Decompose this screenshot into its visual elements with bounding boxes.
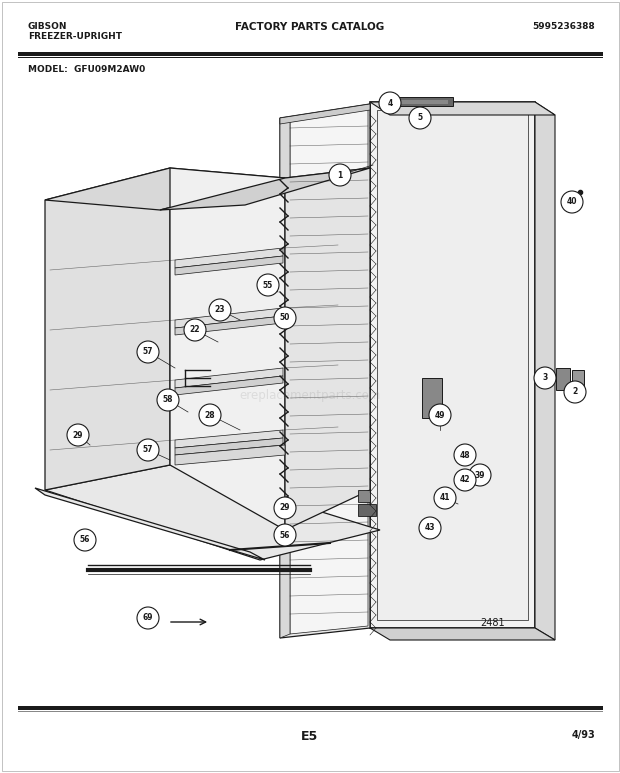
Text: 4: 4 <box>388 98 392 107</box>
Polygon shape <box>175 316 283 335</box>
Circle shape <box>157 389 179 411</box>
Circle shape <box>274 497 296 519</box>
Circle shape <box>257 274 279 296</box>
Circle shape <box>379 92 401 114</box>
Text: 23: 23 <box>215 305 225 315</box>
Polygon shape <box>290 108 368 634</box>
Circle shape <box>454 469 476 491</box>
Polygon shape <box>175 430 283 448</box>
Circle shape <box>454 444 476 466</box>
Text: 42: 42 <box>460 475 470 485</box>
Text: 2: 2 <box>572 387 578 397</box>
Text: 57: 57 <box>143 348 153 356</box>
Polygon shape <box>377 110 528 620</box>
Text: 5995236388: 5995236388 <box>532 22 595 31</box>
Text: GIBSON: GIBSON <box>28 22 68 31</box>
Circle shape <box>67 424 89 446</box>
Polygon shape <box>370 102 535 628</box>
Circle shape <box>564 381 586 403</box>
Text: 29: 29 <box>73 431 83 440</box>
Bar <box>556 368 570 390</box>
Polygon shape <box>535 102 555 640</box>
Text: 43: 43 <box>425 523 435 533</box>
Text: 56: 56 <box>280 530 290 540</box>
Text: FACTORY PARTS CATALOG: FACTORY PARTS CATALOG <box>236 22 384 32</box>
Text: 4/93: 4/93 <box>571 730 595 740</box>
Circle shape <box>137 439 159 461</box>
Circle shape <box>274 307 296 329</box>
Text: 22: 22 <box>190 325 200 335</box>
Text: 56: 56 <box>80 536 90 544</box>
Text: 39: 39 <box>475 471 485 479</box>
Bar <box>393 100 448 104</box>
Bar <box>572 370 584 388</box>
Polygon shape <box>280 104 370 638</box>
Text: 69: 69 <box>143 614 153 622</box>
Polygon shape <box>175 376 283 395</box>
Text: 41: 41 <box>440 493 450 502</box>
Circle shape <box>419 517 441 539</box>
Circle shape <box>534 367 556 389</box>
Polygon shape <box>280 104 370 124</box>
Bar <box>393 97 453 106</box>
Circle shape <box>199 404 221 426</box>
Text: E5: E5 <box>301 730 319 743</box>
Text: 2481: 2481 <box>480 618 505 628</box>
Polygon shape <box>175 438 283 455</box>
Bar <box>18 706 603 710</box>
Text: 29: 29 <box>280 503 290 512</box>
Text: FREEZER-UPRIGHT: FREEZER-UPRIGHT <box>28 32 122 41</box>
Text: 50: 50 <box>280 314 290 322</box>
Polygon shape <box>160 168 370 210</box>
Circle shape <box>409 107 431 129</box>
Circle shape <box>469 464 491 486</box>
Polygon shape <box>175 248 283 268</box>
Text: MODEL:  GFU09M2AW0: MODEL: GFU09M2AW0 <box>28 65 145 74</box>
Text: 55: 55 <box>263 281 273 290</box>
Text: 1: 1 <box>337 171 343 179</box>
Text: 28: 28 <box>205 410 215 420</box>
Polygon shape <box>175 445 285 465</box>
Circle shape <box>209 299 231 321</box>
Circle shape <box>74 529 96 551</box>
Polygon shape <box>280 118 290 638</box>
Polygon shape <box>285 168 370 530</box>
Text: 49: 49 <box>435 410 445 420</box>
Circle shape <box>329 164 351 186</box>
Polygon shape <box>45 168 285 210</box>
Text: 48: 48 <box>459 451 471 459</box>
Circle shape <box>429 404 451 426</box>
Polygon shape <box>45 465 380 560</box>
Circle shape <box>434 487 456 509</box>
Polygon shape <box>175 308 283 328</box>
Circle shape <box>561 191 583 213</box>
Circle shape <box>274 524 296 546</box>
Text: 58: 58 <box>162 396 173 404</box>
Polygon shape <box>175 256 283 275</box>
Polygon shape <box>175 368 283 388</box>
Text: ereplacementparts.com: ereplacementparts.com <box>239 389 381 401</box>
Circle shape <box>137 341 159 363</box>
Bar <box>18 57 603 58</box>
Polygon shape <box>45 168 170 490</box>
Text: 3: 3 <box>542 373 547 383</box>
Circle shape <box>184 319 206 341</box>
Text: 5: 5 <box>417 114 423 122</box>
Bar <box>422 378 442 418</box>
Polygon shape <box>370 102 555 115</box>
Circle shape <box>137 607 159 629</box>
Polygon shape <box>35 488 265 560</box>
Bar <box>18 52 603 56</box>
Text: 57: 57 <box>143 445 153 455</box>
Polygon shape <box>170 168 285 530</box>
Bar <box>18 711 603 712</box>
Polygon shape <box>370 628 555 640</box>
Bar <box>358 504 376 516</box>
Text: 40: 40 <box>567 197 577 206</box>
Bar <box>358 490 370 502</box>
